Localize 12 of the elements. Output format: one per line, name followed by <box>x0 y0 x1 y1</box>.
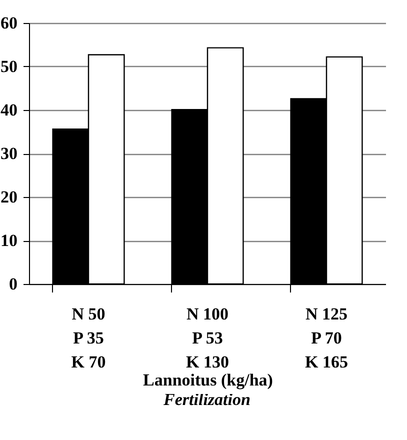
y-tick-label: 40 <box>0 100 18 120</box>
x-axis-title: Lannoitus (kg/ha) <box>143 370 273 390</box>
y-tick-label: 10 <box>0 231 18 250</box>
y-tick-label: 20 <box>0 188 18 206</box>
y-tick-label: 30 <box>0 144 18 163</box>
y-tick-label: 60 <box>0 14 18 32</box>
y-tick-label: 0 <box>9 274 18 294</box>
x-tick-label: N 125 P 70 K 165 <box>305 304 348 372</box>
text: Fertilization <box>162 390 252 410</box>
y-tick-label: 50 <box>0 57 18 76</box>
x-tick-label: N 50 P 35 K 70 <box>71 304 106 372</box>
x-tick-label: N 100 P 53 K 130 <box>186 304 229 372</box>
